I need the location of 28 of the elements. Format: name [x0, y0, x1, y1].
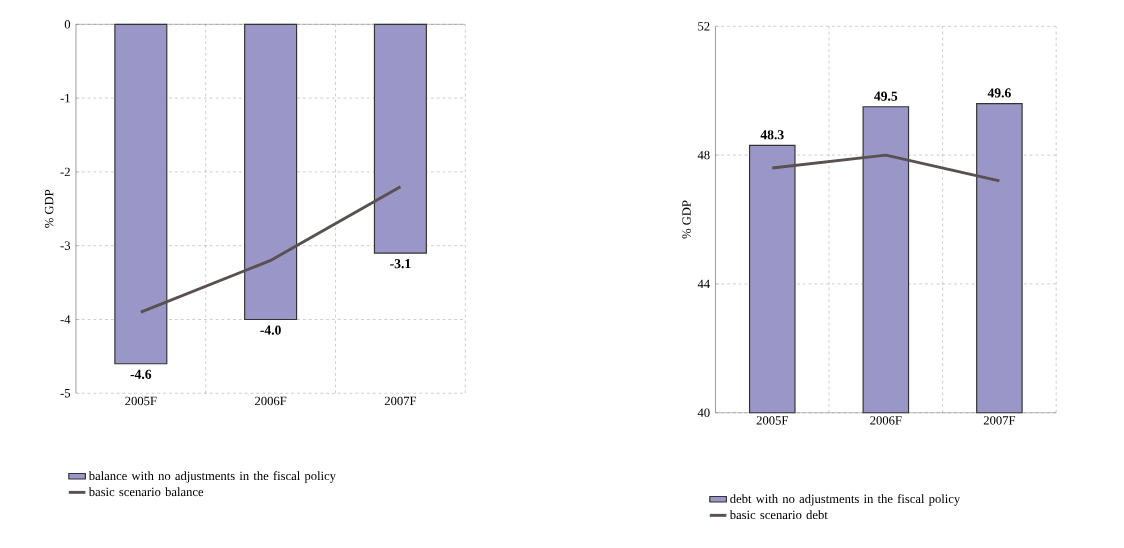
y-axis-title: % GDP — [44, 189, 54, 228]
legend-label: basic scenario debt — [729, 510, 828, 520]
data-label: -4.0 — [260, 325, 281, 335]
y-tick-label: 52 — [698, 22, 710, 31]
y-tick-label: 0 — [64, 20, 71, 29]
x-tick-label: 2006F — [255, 396, 287, 406]
y-tick-label: -1 — [60, 93, 70, 103]
y-axis-title: % GDP — [682, 200, 691, 239]
x-tick-label: 2006F — [870, 416, 902, 425]
x-tick-label: 2007F — [983, 416, 1016, 425]
y-tick-label: -5 — [60, 389, 71, 398]
y-tick-label: -3 — [60, 241, 71, 250]
x-tick-label: 2005F — [756, 416, 788, 425]
y-tick-label: 44 — [697, 279, 710, 289]
y-tick-label: 40 — [697, 408, 710, 417]
y-tick-label: -4 — [60, 315, 71, 324]
data-label: 49.6 — [987, 88, 1011, 98]
data-label: 49.5 — [874, 91, 898, 101]
x-tick-label: 2005F — [125, 396, 157, 406]
data-label: -3.1 — [390, 259, 411, 269]
y-tick-label: -2 — [60, 167, 70, 177]
legend-label: basic scenario balance — [88, 487, 204, 497]
x-tick-label: 2007F — [384, 396, 417, 406]
y-tick-label: 48 — [697, 150, 710, 160]
data-label: 48.3 — [760, 130, 784, 140]
data-label: -4.6 — [130, 369, 152, 379]
legend-label: debt with no adjustments in the fiscal policy — [730, 494, 961, 506]
legend-label: balance with no adjustments in the fiscal policy — [88, 471, 336, 483]
